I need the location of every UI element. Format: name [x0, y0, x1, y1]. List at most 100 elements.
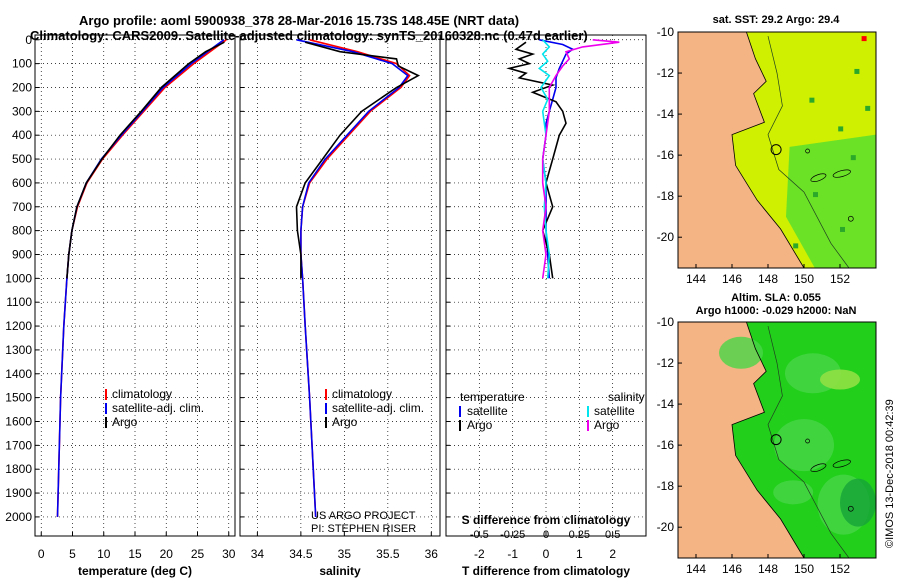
- y-tick-label: 300: [12, 104, 32, 118]
- map-island: [847, 215, 854, 222]
- plot-frame: [34, 34, 236, 537]
- map-frame: [677, 31, 877, 269]
- y-tick-label: 1600: [5, 414, 32, 428]
- map-sst-pixel: [838, 126, 844, 132]
- map-frame: [677, 321, 877, 559]
- legend-label: satellite-adj. clim.: [112, 401, 204, 415]
- map-x-tick-label: 150: [794, 562, 814, 576]
- map-sst-pixel: [840, 226, 845, 232]
- x-tick-label: 5: [69, 547, 76, 561]
- map-reef-contour: [767, 326, 850, 559]
- x-tick-label: 2: [609, 547, 616, 561]
- legend-label: Argo: [112, 415, 138, 429]
- y-tick-label: 100: [12, 57, 32, 71]
- map-y-tick-label: -14: [657, 107, 675, 121]
- map-island: [805, 148, 810, 154]
- sla-map-subtitle: Argo h1000: -0.029 h2000: NaN: [696, 305, 857, 317]
- map-y-tick-label: -18: [657, 479, 675, 493]
- legend-title-salinity: salinity: [608, 390, 645, 404]
- map-reef-outline: [832, 169, 851, 178]
- series-line-argo: [295, 41, 421, 279]
- legend-title-temperature: temperature: [460, 390, 525, 404]
- y-tick-label: 900: [12, 247, 32, 261]
- map-y-tick-label: -16: [657, 148, 675, 162]
- map-x-tick-label: 146: [722, 272, 742, 286]
- x-tick-label: 0: [543, 547, 550, 561]
- difference-panel: -2 -1 0 1 2 T difference from climatology temp…: [445, 34, 647, 578]
- x-tick-label: 0: [38, 547, 45, 561]
- x-tick-label: -1: [507, 547, 518, 561]
- salinity-panel: 34 34.5 35 35.5 36 salinity climatologysatelli…: [239, 34, 441, 578]
- map-sst-pixel: [793, 243, 799, 249]
- x-tick-label: -2: [474, 547, 485, 561]
- map-reef-outline: [810, 173, 827, 182]
- sla-map: 144 146 148 150 152 -10 -12 -14 -16 -18 -20: [657, 315, 877, 576]
- y-tick-label: 1900: [5, 486, 32, 500]
- credit-line-2: PI: STEPHEN RISER: [311, 523, 416, 535]
- x-tick-label: 35.5: [376, 547, 400, 561]
- map-sla-patch: [773, 480, 814, 505]
- plot-frame: [239, 34, 441, 537]
- y-tick-label: 700: [12, 200, 32, 214]
- x-tick-label: 20: [160, 547, 174, 561]
- map-y-tick-label: -12: [657, 356, 675, 370]
- map-x-tick-label: 146: [722, 562, 742, 576]
- sst-map: 144 146 148 150 152 -10 -12 -14 -16 -18 -20: [657, 25, 877, 286]
- legend-label: climatology: [332, 387, 392, 401]
- s-tick-label: 0: [543, 529, 549, 541]
- y-tick-label: 1200: [5, 319, 32, 333]
- x-tick-label: 10: [97, 547, 111, 561]
- y-tick-label: 1700: [5, 438, 32, 452]
- map-sla-patch: [774, 419, 834, 472]
- sla-map-title: Altim. SLA: 0.055: [731, 292, 821, 304]
- y-tick-label: 800: [12, 224, 32, 238]
- map-island: [805, 438, 810, 444]
- legend-label: satellite: [594, 404, 635, 418]
- y-tick-label: 600: [12, 176, 32, 190]
- map-hot-pixel: [861, 36, 867, 42]
- legend-label: Argo: [332, 415, 358, 429]
- map-argo-position-marker: [770, 434, 782, 446]
- map-y-tick-label: -14: [657, 397, 675, 411]
- x-tick-label: 30: [222, 547, 236, 561]
- map-reef-contour: [767, 36, 850, 269]
- map-y-tick-label: -18: [657, 189, 675, 203]
- map-sla-high: [820, 369, 860, 390]
- map-sla-patch: [719, 336, 763, 369]
- series-line-salinity-argo: [541, 39, 620, 279]
- map-argo-position-marker: [770, 144, 782, 156]
- map-x-tick-label: 144: [686, 562, 706, 576]
- map-sst-pixel: [809, 97, 815, 103]
- sst-map-title: sat. SST: 29.2 Argo: 29.4: [713, 14, 841, 26]
- temperature-panel: 0 5 10 15 20 25 30 temperature (deg C) 0 100 200 30…: [5, 33, 235, 578]
- y-tick-label: 500: [12, 152, 32, 166]
- map-reef-outline: [832, 459, 851, 468]
- header-line-1: Argo profile: aoml 5900938_378 28-Mar-20…: [79, 13, 519, 28]
- plot-frame: [445, 34, 647, 537]
- map-y-tick-label: -10: [657, 25, 675, 39]
- map-y-tick-label: -10: [657, 315, 675, 329]
- map-x-tick-label: 148: [758, 272, 778, 286]
- map-x-tick-label: 152: [830, 562, 850, 576]
- legend-label: satellite-adj. clim.: [332, 401, 424, 415]
- legend-label: satellite: [467, 404, 508, 418]
- x-tick-label: 1: [576, 547, 583, 561]
- map-warm-region: [786, 134, 876, 268]
- map-x-tick-label: 144: [686, 272, 706, 286]
- map-x-tick-label: 150: [794, 272, 814, 286]
- x-tick-label: 25: [191, 547, 205, 561]
- x-axis-label: T difference from climatology: [462, 564, 630, 578]
- y-tick-label: 1300: [5, 343, 32, 357]
- x-tick-label: 36: [425, 547, 439, 561]
- y-tick-label: 0: [25, 33, 32, 47]
- s-tick-label: -0.25: [500, 529, 525, 541]
- map-sst-pixel: [850, 155, 856, 161]
- map-x-tick-label: 148: [758, 562, 778, 576]
- x-tick-label: 34: [251, 547, 265, 561]
- legend-label: Argo: [594, 418, 620, 432]
- map-x-tick-label: 152: [830, 272, 850, 286]
- imos-stamp: ©IMOS 13-Dec-2018 00:42:39: [884, 399, 896, 548]
- map-y-tick-label: -16: [657, 438, 675, 452]
- y-tick-label: 1000: [5, 271, 32, 285]
